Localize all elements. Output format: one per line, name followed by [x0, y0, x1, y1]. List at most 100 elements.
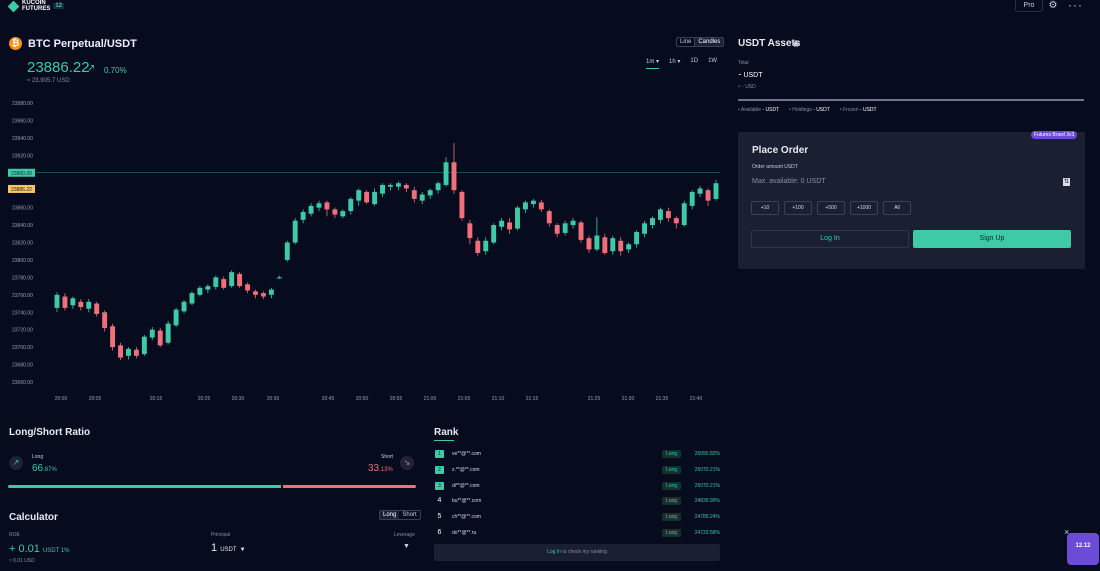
candle-body	[332, 209, 338, 215]
short-label: Short	[381, 454, 393, 460]
candle-body	[642, 223, 648, 234]
rank-number: 4	[437, 497, 442, 505]
rank-side: Long	[662, 465, 681, 474]
total-usd: ≈ - USD	[738, 84, 756, 90]
rank-login-link[interactable]: Log In	[547, 549, 562, 555]
rank-row: 4 bu**@**.com Long 24839.99%	[434, 495, 720, 507]
interval-1m[interactable]: 1m ▾	[646, 58, 660, 69]
candle-body	[54, 294, 60, 308]
long-short-title: Long/Short Ratio	[9, 427, 91, 438]
close-icon[interactable]: ×	[1064, 527, 1070, 537]
candle-body	[364, 191, 370, 203]
rank-number: 5	[437, 513, 442, 521]
login-button[interactable]: Log In	[751, 230, 909, 248]
candle-body	[499, 220, 505, 227]
frozen-item: • Frozen - USDT	[839, 107, 877, 113]
candle-body	[522, 202, 528, 210]
kucoin-logo-icon	[7, 0, 20, 12]
eye-icon[interactable]: ◉	[792, 38, 800, 48]
principal-select[interactable]: 1 USDT ▼	[211, 542, 246, 554]
y-tick-label: 23780.00	[12, 275, 33, 281]
rank-side: Long	[662, 529, 681, 537]
long-label: Long	[32, 454, 44, 460]
candle-body	[221, 279, 227, 288]
candle-body	[626, 244, 632, 250]
marker-price-tag	[8, 168, 35, 177]
rank-number: 2	[435, 465, 444, 474]
rank-tab-underline	[434, 440, 454, 441]
rank-side: Long	[662, 450, 681, 458]
y-tick-label: 23740.00	[12, 310, 33, 316]
candle-body	[118, 345, 123, 358]
candle-body	[594, 235, 600, 250]
calc-short-tab[interactable]: Short	[402, 512, 417, 518]
rank-user: do**@**.ru	[452, 530, 477, 536]
candle-body	[507, 222, 513, 230]
last-price-label: 23886.22	[11, 187, 32, 193]
candle-body	[459, 191, 465, 219]
candle-body	[324, 202, 330, 210]
kucoin-futures-logo[interactable]: KUCOIN FUTURES 12	[7, 0, 65, 12]
candle-body	[665, 211, 671, 219]
futures-brawl-badge[interactable]: Futures Brawl 3v3	[1031, 131, 1078, 139]
rank-side: Long	[662, 481, 681, 490]
signup-button[interactable]: Sign Up	[913, 230, 1071, 248]
candle-body	[634, 232, 640, 245]
candle-body	[197, 287, 203, 295]
rank-roi: 25090.82%	[694, 451, 720, 457]
more-dots-icon[interactable]: ···	[1068, 0, 1083, 12]
order-amount-input[interactable]: Max. available: 0 USDT	[752, 178, 826, 185]
quick-500-button[interactable]: +500	[817, 201, 845, 215]
quick-1000-button[interactable]: +1000	[850, 201, 878, 215]
candle-body	[205, 286, 211, 290]
quick-all-button[interactable]: All	[883, 201, 911, 215]
pro-button[interactable]: Pro	[1015, 0, 1043, 12]
y-tick-label: 23920.00	[12, 153, 33, 159]
unit-switch-icon[interactable]: ⇅	[1063, 178, 1070, 186]
calculator-title: Calculator	[9, 512, 58, 523]
candle-body	[78, 301, 84, 308]
short-bar-fill	[282, 485, 416, 488]
candle-body	[586, 238, 592, 250]
candle-body	[260, 293, 266, 297]
quick-10-button[interactable]: +10	[751, 201, 779, 215]
candles-chart-button[interactable]: Candles	[694, 38, 724, 46]
pair-name[interactable]: BTC Perpetual/USDT	[28, 38, 137, 50]
order-amount-label: Order amount USDT	[752, 164, 798, 170]
candle-body	[515, 207, 520, 229]
rank-row: 2 z.**@**.com Long 25070.21%	[434, 464, 720, 476]
quick-100-button[interactable]: +100	[784, 201, 812, 215]
y-tick-label: 23980.00	[12, 101, 33, 107]
candle-body	[451, 162, 457, 191]
gear-icon[interactable]: ⚙	[1048, 0, 1058, 11]
line-chart-button[interactable]: Line	[680, 39, 692, 45]
assets-title: USDT Assets	[738, 38, 801, 49]
y-tick-label: 23680.00	[12, 363, 33, 369]
logo-subtext: FUTURES	[22, 6, 51, 12]
candle-body	[713, 183, 719, 199]
candle-body	[546, 211, 552, 224]
rank-user: bu**@**.com	[452, 498, 482, 505]
candle-body	[538, 202, 544, 210]
candlestick-chart[interactable]: 23980.00 23960.00 23940.00 23920.00 23900.00…	[0, 95, 730, 405]
interval-1h[interactable]: 1h ▾	[669, 59, 681, 65]
interval-1d[interactable]: 1D	[690, 58, 699, 64]
y-tick-label: 23700.00	[12, 345, 33, 351]
principal-label: Principal	[211, 532, 231, 538]
candle-body	[189, 293, 195, 304]
y-tick-label: 23760.00	[12, 293, 33, 299]
candle-body	[316, 203, 322, 208]
x-tick-label: 20:15	[150, 396, 163, 402]
roe-value: + 0.01 USDT 1%	[9, 543, 70, 555]
chevron-down-icon[interactable]: ⌄	[114, 36, 122, 46]
y-tick-label: 23860.00	[12, 206, 33, 212]
calc-long-tab[interactable]: Long	[380, 511, 400, 519]
leverage-select[interactable]: ▼	[403, 543, 410, 550]
candle-body	[157, 330, 163, 346]
candle-body	[483, 240, 489, 252]
interval-1w[interactable]: 1W	[708, 58, 718, 64]
candle-body	[419, 194, 425, 201]
trend-up-icon: ↗	[9, 456, 23, 470]
promo-badge[interactable]: 12.12	[1067, 533, 1099, 565]
x-tick-label: 20:36	[267, 396, 280, 402]
